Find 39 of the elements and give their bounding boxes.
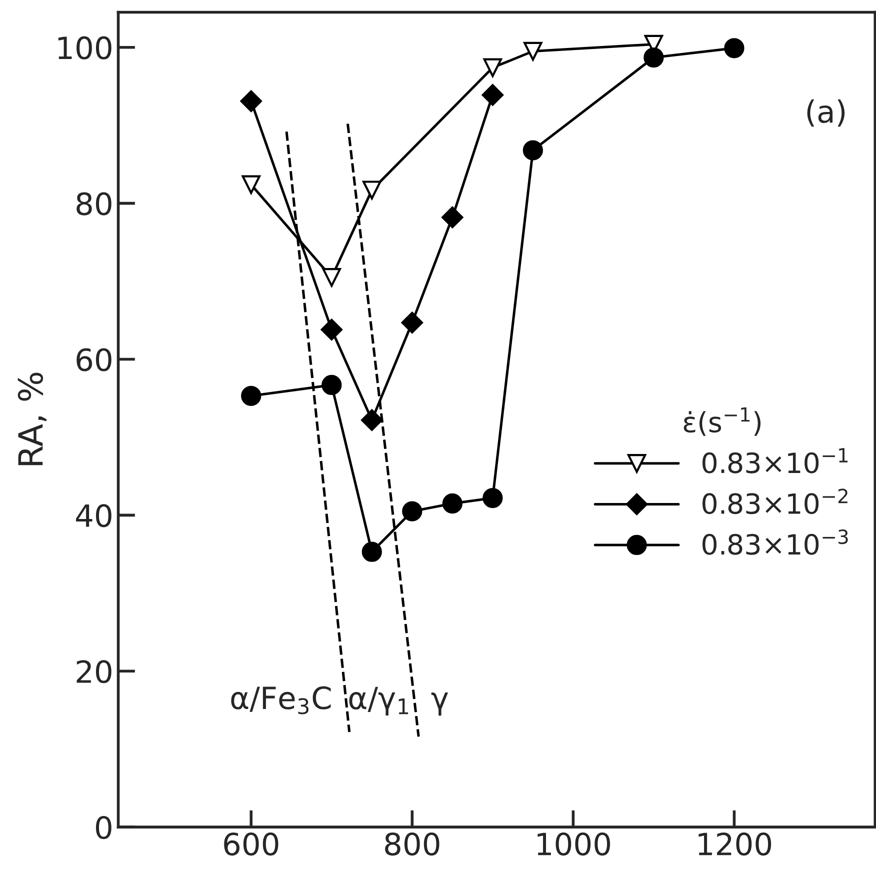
point [240, 90, 262, 112]
legend-label: 0.83×10$^{−1}$ [702, 448, 848, 474]
annotation: α/Fe$_{3}$C [231, 686, 331, 714]
point [724, 38, 744, 58]
point [401, 312, 424, 334]
point [320, 318, 342, 340]
point [241, 386, 262, 406]
annotation: γ [431, 692, 448, 716]
x-tick-label: 1000 [538, 832, 610, 856]
point [242, 175, 260, 194]
point [442, 493, 462, 514]
y-axis-title: RA, % [18, 372, 46, 466]
point [322, 374, 342, 396]
legend-title: ε̇(s$^{−1}$) [684, 407, 761, 436]
x-tick-label: 1200 [698, 832, 772, 856]
point [322, 268, 342, 287]
annotation: α/γ$_{1}$ [349, 686, 408, 716]
legend-label: 0.83×10$^{−3}$ [702, 529, 848, 555]
point [362, 542, 382, 562]
y-tick-label: 60 [76, 348, 112, 372]
y-tick-label: 40 [76, 504, 112, 528]
point [442, 206, 464, 228]
point [482, 488, 503, 508]
point [522, 140, 543, 160]
point [644, 47, 664, 68]
x-tick-label: 800 [385, 832, 440, 856]
point [361, 409, 383, 431]
point [362, 180, 382, 200]
point [524, 42, 542, 61]
point [402, 501, 422, 522]
point [482, 84, 504, 106]
y-tick-label: 80 [76, 192, 112, 216]
y-tick-label: 100 [58, 36, 112, 60]
point [483, 58, 502, 78]
annotation: (a) [807, 99, 845, 127]
legend-label: 0.83×10$^{−2}$ [702, 488, 848, 514]
y-tick-label: 20 [76, 660, 112, 684]
x-tick-label: 600 [224, 832, 278, 856]
y-tick-label: 0 [96, 816, 112, 840]
